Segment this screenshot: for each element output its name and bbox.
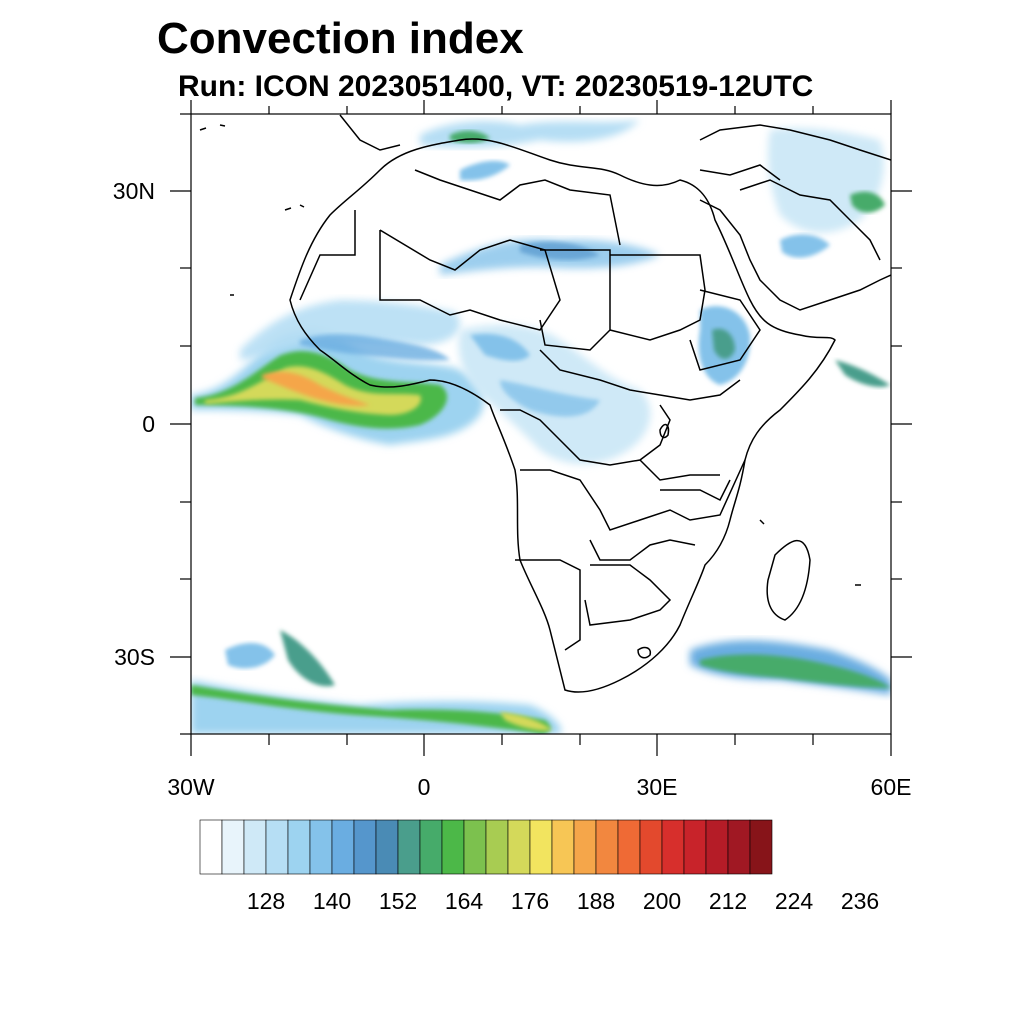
- colorbar-swatch: [705, 819, 729, 875]
- colorbar-label: 152: [378, 888, 418, 914]
- colorbar-swatch: [749, 819, 773, 875]
- lon-label-0: 0: [417, 774, 431, 800]
- colorbar-label: 176: [510, 888, 550, 914]
- colorbar-label: 188: [576, 888, 616, 914]
- colorbar-label: 128: [246, 888, 286, 914]
- colorbar-label: 200: [642, 888, 682, 914]
- colorbar-swatch: [683, 819, 707, 875]
- colorbar-swatch: [573, 819, 597, 875]
- colorbar-swatch: [661, 819, 685, 875]
- lon-label-30w: 30W: [167, 774, 215, 800]
- axis-ticks: [170, 100, 912, 756]
- colorbar-swatch: [441, 819, 465, 875]
- colorbar: [199, 819, 773, 875]
- colorbar-swatch: [485, 819, 509, 875]
- lon-label-60e: 60E: [870, 774, 912, 800]
- colorbar-swatch: [353, 819, 377, 875]
- colorbar-swatch: [265, 819, 289, 875]
- colorbar-swatch: [529, 819, 553, 875]
- colorbar-swatch: [727, 819, 751, 875]
- colorbar-swatch: [287, 819, 311, 875]
- colorbar-swatch: [419, 819, 443, 875]
- colorbar-label: 224: [774, 888, 814, 914]
- lon-label-30e: 30E: [636, 774, 678, 800]
- colorbar-swatch: [397, 819, 421, 875]
- lat-label-30n: 30N: [112, 178, 155, 204]
- colorbar-swatch: [639, 819, 663, 875]
- coastlines-borders: [199, 114, 891, 693]
- colorbar-label: 212: [708, 888, 748, 914]
- colorbar-label: 164: [444, 888, 484, 914]
- colorbar-swatch: [463, 819, 487, 875]
- colorbar-swatch: [375, 819, 399, 875]
- colorbar-swatch: [551, 819, 575, 875]
- colorbar-label: 140: [312, 888, 352, 914]
- colorbar-swatch: [243, 819, 267, 875]
- colorbar-swatch: [595, 819, 619, 875]
- colorbar-label: 236: [840, 888, 880, 914]
- colorbar-swatch: [507, 819, 531, 875]
- lat-label-30s: 30S: [114, 644, 155, 670]
- colorbar-swatch: [199, 819, 223, 875]
- convection-field: [191, 120, 891, 734]
- lat-label-0: 0: [142, 411, 155, 437]
- colorbar-swatch: [309, 819, 333, 875]
- colorbar-swatch: [617, 819, 641, 875]
- chart-title: Convection index: [157, 14, 524, 63]
- colorbar-swatch: [221, 819, 245, 875]
- chart-subtitle: Run: ICON 2023051400, VT: 20230519-12UTC: [178, 70, 814, 103]
- colorbar-swatch: [331, 819, 355, 875]
